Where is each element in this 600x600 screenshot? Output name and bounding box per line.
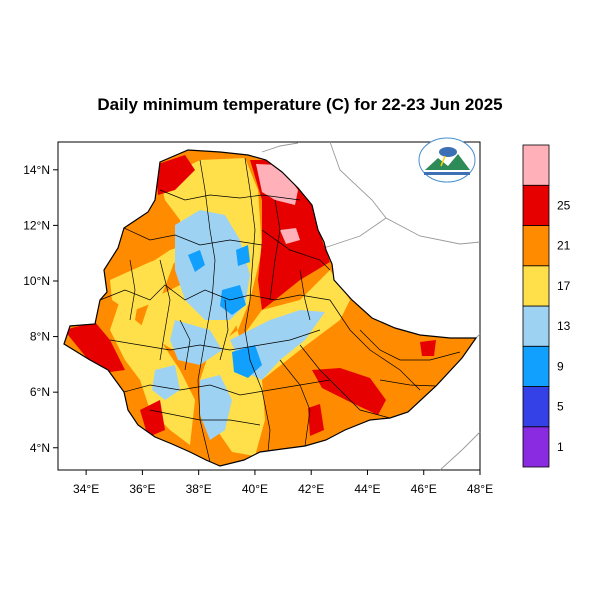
- legend-swatch: [522, 144, 550, 186]
- lat-tick-label: 10°N: [23, 274, 50, 288]
- lon-tick-label: 38°E: [186, 482, 212, 496]
- legend-label: 5: [557, 400, 564, 414]
- lon-tick-label: 36°E: [129, 482, 155, 496]
- admin-boundaries: [99, 157, 461, 463]
- lon-tick-label: 44°E: [354, 482, 380, 496]
- lon-tick-label: 34°E: [73, 482, 99, 496]
- ethiopian-meteorology-logo-icon: [418, 137, 476, 183]
- lat-tick-label: 8°N: [30, 330, 50, 344]
- legend-swatch: [522, 345, 550, 387]
- legend-swatch: [522, 225, 550, 267]
- legend-label: 17: [557, 279, 571, 293]
- legend-swatch: [522, 386, 550, 428]
- lat-tick-label: 4°N: [30, 441, 50, 455]
- legend-label: 21: [557, 239, 571, 253]
- map-title: Daily minimum temperature (C) for 22-23 …: [97, 95, 503, 114]
- legend-swatch: [522, 265, 550, 307]
- legend-swatch: [522, 184, 550, 226]
- lat-tick-label: 6°N: [30, 385, 50, 399]
- lon-tick-label: 48°E: [467, 482, 493, 496]
- neighbor-borders: [261, 141, 481, 471]
- legend-label: 25: [557, 198, 571, 212]
- legend-swatch: [522, 426, 550, 468]
- lat-tick-label: 14°N: [23, 163, 50, 177]
- lon-tick-label: 46°E: [411, 482, 437, 496]
- lat-axis: 4°N 6°N 8°N 10°N 12°N 14°N: [23, 163, 58, 455]
- legend-label: 13: [557, 319, 571, 333]
- legend-swatch: [522, 305, 550, 347]
- legend-colorbar: 1 5 9 13 17 21 25: [522, 144, 571, 468]
- lon-axis: 34°E 36°E 38°E 40°E 42°E 44°E 46°E 48°E: [73, 470, 493, 496]
- lat-tick-label: 12°N: [23, 218, 50, 232]
- legend-label: 9: [557, 359, 564, 373]
- legend-label: 1: [557, 440, 564, 454]
- lon-tick-label: 40°E: [242, 482, 268, 496]
- lon-tick-label: 42°E: [298, 482, 324, 496]
